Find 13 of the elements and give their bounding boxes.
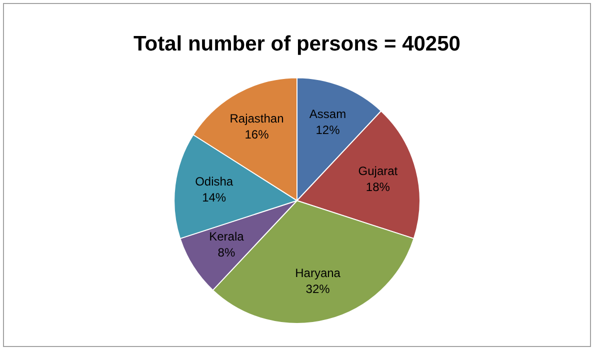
data-label: 32% [306,282,330,296]
chart-title: Total number of persons = 40250 [134,32,460,56]
slice-label: Odisha [195,174,234,188]
slice-label: Kerala [209,230,244,244]
slice-label: Gujarat [358,164,398,178]
slice-label: Rajasthan [230,112,284,126]
data-label: 14% [202,190,226,204]
slice-label: Assam [309,107,346,122]
data-label: 12% [316,123,340,138]
data-label: 16% [244,128,270,142]
data-label: 8% [218,246,236,260]
slice-label: Haryana [295,266,341,280]
data-label: 18% [366,180,390,194]
